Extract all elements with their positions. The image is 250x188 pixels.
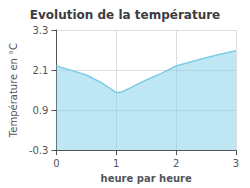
- svg-text:2: 2: [173, 158, 179, 169]
- svg-text:heure par heure: heure par heure: [101, 173, 192, 184]
- svg-text:-0.3: -0.3: [29, 145, 49, 156]
- svg-text:0: 0: [53, 158, 59, 169]
- svg-text:3: 3: [233, 158, 239, 169]
- svg-text:0.9: 0.9: [33, 105, 49, 116]
- svg-text:1: 1: [113, 158, 119, 169]
- svg-text:3.3: 3.3: [33, 25, 49, 36]
- svg-text:Température en °C: Température en °C: [8, 43, 19, 138]
- svg-text:Evolution de la température: Evolution de la température: [30, 8, 221, 22]
- svg-text:2.1: 2.1: [33, 65, 49, 76]
